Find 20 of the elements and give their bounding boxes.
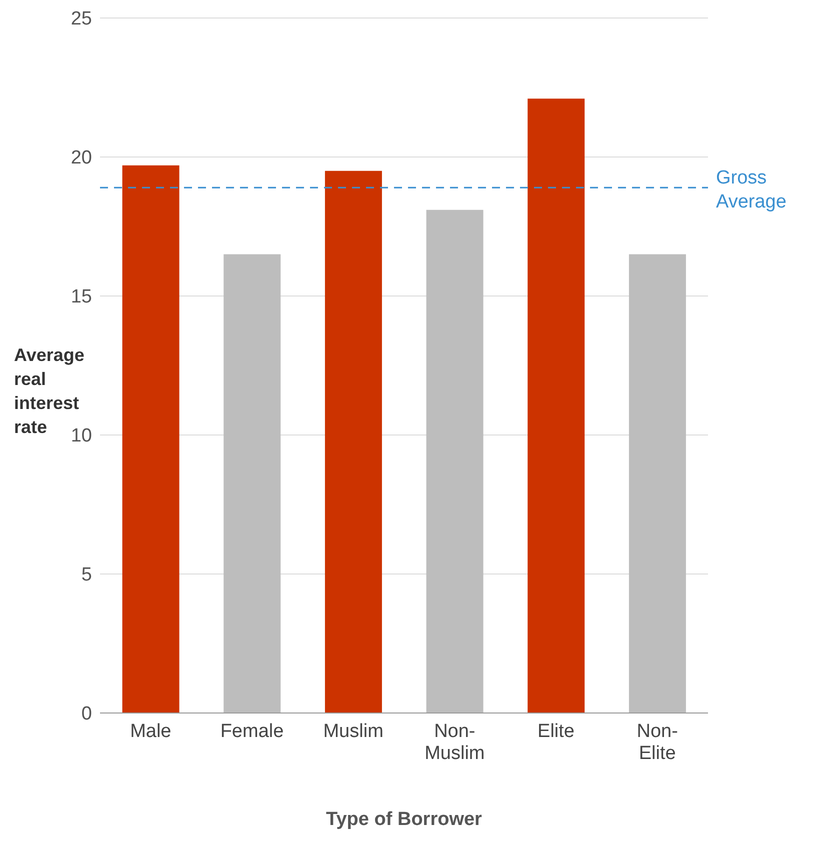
ref-line-label: Gross Average (716, 168, 786, 213)
x-tick-label: Non-Elite (636, 721, 678, 764)
y-tick-label: 5 (81, 564, 92, 586)
bar (528, 98, 585, 713)
x-tick-label: Muslim (323, 721, 384, 742)
y-tick-label: 15 (70, 286, 92, 308)
bar (122, 165, 180, 713)
x-tick-label: Female (220, 721, 284, 742)
bar (628, 254, 686, 713)
x-axis-title: Type of Borrower (326, 809, 483, 830)
x-tick-label: Male (130, 721, 172, 742)
bar (426, 210, 484, 713)
y-tick-label: 25 (70, 8, 92, 30)
y-tick-label: 0 (81, 704, 92, 725)
x-tick-label: Elite (538, 721, 574, 742)
y-tick-label: 10 (70, 426, 92, 447)
bar (324, 170, 382, 713)
y-tick-label: 20 (70, 148, 92, 169)
x-tick-label: Non-Muslim (424, 721, 485, 764)
bar (224, 254, 281, 713)
